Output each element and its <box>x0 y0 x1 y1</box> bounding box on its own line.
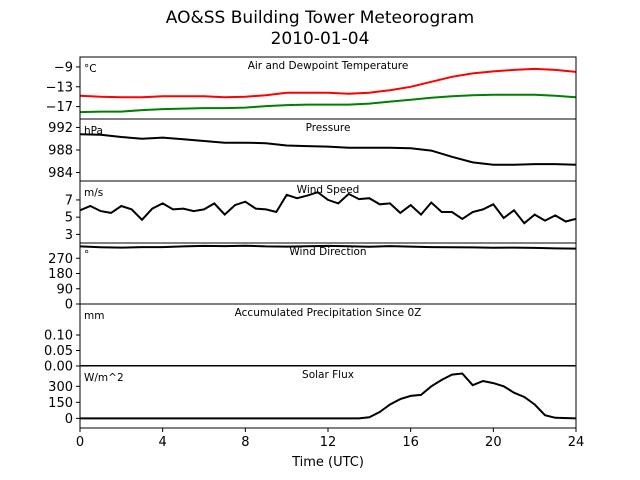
y-tick-label: 0.10 <box>44 329 73 344</box>
y-tick-label: 180 <box>48 267 73 282</box>
panel-title: Wind Direction <box>289 246 366 258</box>
y-tick-label: 300 <box>48 380 73 395</box>
x-tick-label: 16 <box>402 435 419 450</box>
series-line <box>80 244 576 250</box>
y-tick-label: −13 <box>46 80 73 95</box>
y-tick-label: 992 <box>48 121 73 136</box>
panel-unit: °C <box>84 63 97 75</box>
series-line <box>80 93 576 114</box>
y-tick-label: 0 <box>65 298 73 313</box>
panel-title: Air and Dewpoint Temperature <box>248 60 409 72</box>
y-tick-label: 0 <box>65 412 73 427</box>
y-tick-label: 90 <box>56 282 73 297</box>
y-tick-label: 3 <box>65 228 73 243</box>
y-tick-label: 988 <box>48 144 73 159</box>
x-axis-label: Time (UTC) <box>291 455 364 470</box>
panel-title: Accumulated Precipitation Since 0Z <box>235 307 422 319</box>
series-line <box>80 67 576 99</box>
series-line <box>80 133 576 166</box>
panel-title: Solar Flux <box>302 369 354 381</box>
panel-title: Wind Speed <box>297 184 360 196</box>
y-tick-label: 150 <box>48 396 73 411</box>
panel-unit: W/m^2 <box>84 372 124 384</box>
y-tick-label: 5 <box>65 211 73 226</box>
y-tick-label: −9 <box>54 60 73 75</box>
x-tick-label: 0 <box>76 435 84 450</box>
y-tick-label: 0.00 <box>44 360 73 375</box>
y-tick-label: 0.05 <box>44 344 73 359</box>
x-tick-label: 4 <box>159 435 167 450</box>
y-tick-label: 984 <box>48 166 73 181</box>
panel-unit: m/s <box>84 187 103 199</box>
panel-unit: hPa <box>84 125 103 137</box>
chart-title: AO&SS Building Tower Meteorogram <box>165 8 475 28</box>
panel-unit: mm <box>84 310 104 322</box>
y-tick-label: −17 <box>46 100 73 115</box>
series-line <box>80 191 576 225</box>
x-tick-label: 20 <box>485 435 502 450</box>
x-tick-label: 24 <box>568 435 585 450</box>
chart-subtitle: 2010-01-04 <box>270 29 370 49</box>
y-tick-label: 270 <box>48 252 73 267</box>
y-tick-label: 7 <box>65 193 73 208</box>
x-tick-label: 12 <box>320 435 337 450</box>
series-line <box>80 372 576 420</box>
panel-unit: ° <box>84 249 89 261</box>
panel-title: Pressure <box>306 122 351 134</box>
x-tick-label: 8 <box>241 435 249 450</box>
